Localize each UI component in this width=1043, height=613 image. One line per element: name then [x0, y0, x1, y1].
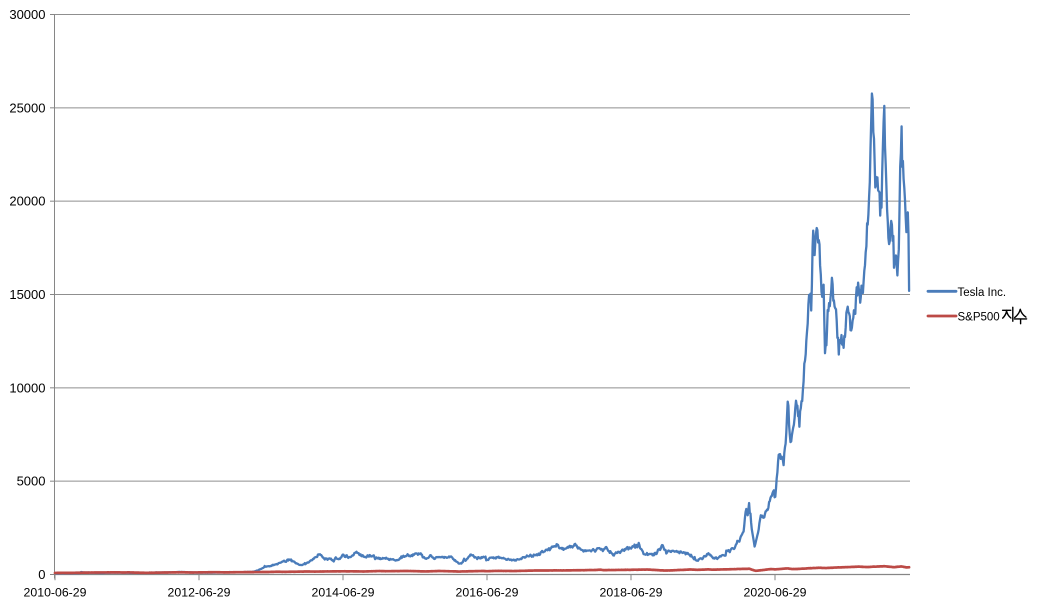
svg-text:10000: 10000	[9, 380, 45, 395]
svg-text:15000: 15000	[9, 287, 45, 302]
svg-text:2018-06-29: 2018-06-29	[600, 585, 663, 599]
svg-text:2016-06-29: 2016-06-29	[456, 585, 519, 599]
svg-text:2014-06-29: 2014-06-29	[312, 585, 375, 599]
svg-text:20000: 20000	[9, 194, 45, 209]
svg-text:2020-06-29: 2020-06-29	[744, 585, 807, 599]
svg-text:25000: 25000	[9, 100, 45, 115]
svg-text:2010-06-29: 2010-06-29	[24, 585, 87, 599]
svg-text:2012-06-29: 2012-06-29	[168, 585, 231, 599]
svg-text:0: 0	[38, 567, 45, 582]
svg-text:30000: 30000	[9, 7, 45, 22]
svg-text:5000: 5000	[17, 474, 46, 489]
svg-text:Tesla Inc.: Tesla Inc.	[958, 287, 1007, 299]
svg-text:S&P500: S&P500	[958, 311, 1000, 323]
